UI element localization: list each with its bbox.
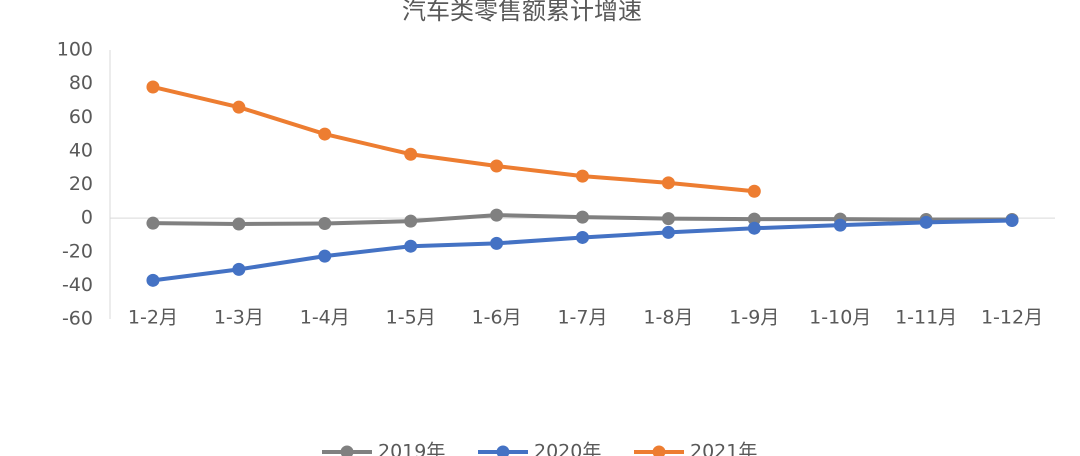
data-point — [404, 239, 418, 253]
data-point — [576, 230, 589, 244]
data-point — [747, 221, 761, 235]
data-point — [576, 210, 589, 224]
data-point — [490, 208, 504, 222]
x-tick-label: 1-11月 — [895, 307, 957, 329]
y-tick-label: 80 — [69, 72, 93, 94]
y-tick-label: -40 — [62, 274, 93, 296]
data-point — [318, 217, 332, 231]
legend-marker — [340, 445, 354, 456]
x-tick-label: 1-9月 — [729, 307, 779, 329]
data-point — [833, 218, 847, 232]
x-tick-label: 1-7月 — [557, 307, 607, 329]
data-point — [232, 100, 246, 114]
legend-label: 2019年 — [378, 441, 445, 456]
chart-title: 汽车类零售额累计增速 — [402, 0, 642, 25]
data-point — [490, 236, 504, 250]
series-line — [152, 218, 1013, 283]
data-point — [576, 169, 589, 183]
x-tick-label: 1-12月 — [981, 307, 1043, 329]
data-point — [661, 176, 675, 190]
x-tick-label: 1-2月 — [128, 307, 178, 329]
data-point — [661, 225, 675, 239]
data-point — [404, 214, 418, 228]
data-point — [661, 212, 675, 226]
legend-marker — [496, 445, 510, 456]
y-tick-label: 60 — [69, 106, 93, 128]
y-tick-label: -20 — [62, 240, 93, 262]
data-point — [146, 273, 160, 287]
data-point — [146, 216, 160, 230]
x-tick-label: 1-3月 — [214, 307, 264, 329]
y-tick-label: 0 — [81, 207, 93, 229]
data-point — [490, 159, 504, 173]
data-point — [747, 184, 761, 198]
data-point — [318, 127, 332, 141]
x-tick-label: 1-10月 — [809, 307, 871, 329]
x-tick-label: 1-4月 — [300, 307, 350, 329]
x-tick-label: 1-6月 — [472, 307, 522, 329]
data-point — [747, 212, 761, 226]
y-tick-label: 100 — [57, 39, 93, 61]
y-tick-label: -60 — [62, 308, 93, 330]
data-point — [1005, 213, 1019, 227]
data-point — [146, 80, 160, 94]
data-point — [404, 147, 418, 161]
y-tick-label: 20 — [69, 173, 93, 195]
data-point — [232, 217, 246, 231]
legend-label: 2020年 — [534, 441, 601, 456]
legend-label: 2021年 — [690, 441, 757, 456]
data-point — [232, 262, 246, 276]
y-tick-label: 40 — [69, 139, 93, 161]
x-tick-label: 1-5月 — [386, 307, 436, 329]
x-tick-label: 1-8月 — [643, 307, 693, 329]
data-point — [318, 249, 332, 263]
series-line — [152, 85, 755, 194]
legend-marker — [652, 445, 666, 456]
data-point — [919, 215, 933, 229]
